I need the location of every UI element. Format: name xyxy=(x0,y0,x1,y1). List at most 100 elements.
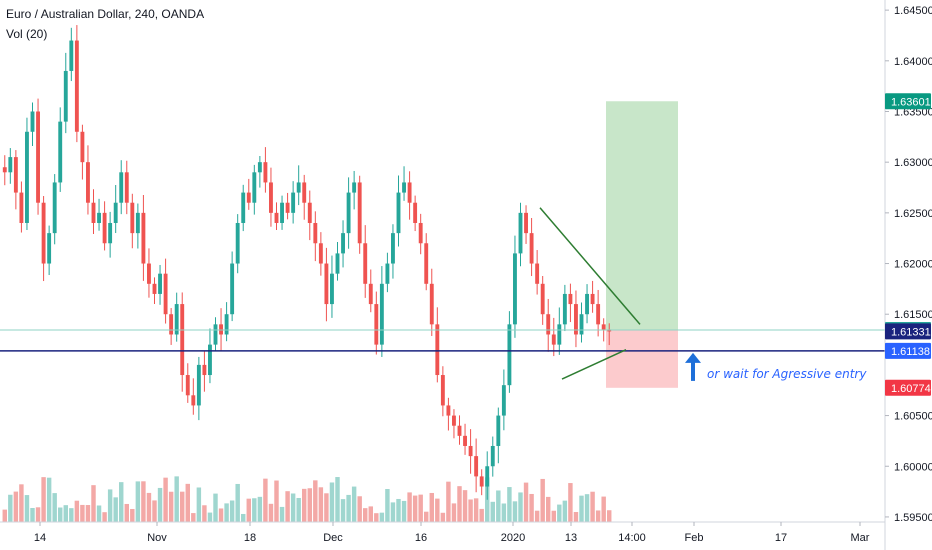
candle-body xyxy=(19,192,24,223)
candle-body xyxy=(479,476,484,487)
candle-body xyxy=(52,182,57,234)
candle-body xyxy=(58,121,63,183)
time-tick-label: Mar xyxy=(851,532,870,544)
volume-bar xyxy=(340,499,346,522)
candle-body xyxy=(418,222,423,244)
volume-bar xyxy=(390,502,396,522)
candle-body xyxy=(385,263,390,284)
candle-body xyxy=(579,314,584,335)
time-tick-label: 17 xyxy=(775,532,787,544)
candle-body xyxy=(235,222,240,264)
volume-bar xyxy=(274,480,279,522)
volume-bar xyxy=(168,491,174,522)
volume-bar xyxy=(568,483,573,522)
candle-body xyxy=(501,385,506,416)
time-tick-label: 18 xyxy=(244,532,256,544)
candle-body xyxy=(169,314,174,335)
candle-body xyxy=(357,182,362,244)
candle-body xyxy=(379,283,384,345)
chart-legend: Euro / Australian Dollar, 240, OANDA Vol… xyxy=(6,4,204,44)
candle-body xyxy=(202,364,207,376)
volume-label[interactable]: Vol (20) xyxy=(6,27,48,41)
candle-body xyxy=(130,202,135,234)
candle-body xyxy=(80,131,85,163)
candle-body xyxy=(452,415,456,426)
candle-body xyxy=(280,202,284,223)
volume-bar xyxy=(218,508,224,522)
price-tick-label: 1.64500 xyxy=(894,5,932,17)
candle-body xyxy=(302,182,307,203)
volume-bar xyxy=(601,496,606,522)
volume-bar xyxy=(573,512,579,522)
volume-bar xyxy=(191,513,196,522)
candle-body xyxy=(141,212,146,264)
volume-bar xyxy=(290,493,296,522)
candle-body xyxy=(574,304,578,335)
volume-bar xyxy=(429,492,434,522)
volume-bar xyxy=(551,510,556,522)
price-tag-label: 1.60774 xyxy=(891,383,931,395)
volume-bar xyxy=(562,500,568,522)
candle-body xyxy=(307,202,312,223)
volume-bar xyxy=(135,481,141,522)
volume-bar xyxy=(180,491,185,522)
volume-bar xyxy=(374,513,379,522)
price-tick-label: 1.63000 xyxy=(894,157,932,169)
candle-body xyxy=(113,202,118,223)
candle-body xyxy=(535,263,540,284)
candle-body xyxy=(435,324,440,376)
candle-body xyxy=(601,324,606,330)
volume-bar xyxy=(102,512,107,522)
volume-bar xyxy=(496,490,501,522)
volume-bar xyxy=(401,500,407,522)
volume-bar xyxy=(313,480,318,522)
candle-body xyxy=(191,395,196,406)
candle-body xyxy=(158,273,162,294)
volume-bar xyxy=(58,507,63,522)
volume-bar xyxy=(479,508,484,522)
volume-bar xyxy=(35,507,41,522)
candle-body xyxy=(246,192,251,203)
volume-bar xyxy=(107,489,113,522)
volume-bar xyxy=(457,486,462,522)
candle-body xyxy=(63,70,68,122)
candle-body xyxy=(518,212,523,254)
candle-body xyxy=(36,111,40,203)
candle-body xyxy=(163,273,168,315)
volume-bar xyxy=(91,485,96,522)
volume-bar xyxy=(74,500,80,522)
price-tag-target: 1.63601 xyxy=(885,93,931,110)
drawings: or wait for Agressive entry xyxy=(0,207,885,381)
candle-body xyxy=(368,283,373,305)
candle-body xyxy=(213,324,218,345)
volume-bar xyxy=(379,512,385,522)
candle-body xyxy=(230,263,235,315)
time-tick-label: 14:00 xyxy=(618,532,646,544)
volume-bar xyxy=(507,487,512,522)
price-tick-label: 1.62000 xyxy=(894,259,932,271)
price-tick-label: 1.63500 xyxy=(894,106,932,118)
candle-body xyxy=(407,182,412,203)
volume-bar xyxy=(285,491,290,522)
candle-body xyxy=(97,212,101,223)
upper-trendline xyxy=(539,207,641,325)
price-tag-bg xyxy=(885,93,931,110)
candle-body xyxy=(69,40,74,71)
volume-bar xyxy=(263,478,268,522)
symbol-title[interactable]: Euro / Australian Dollar, 240, OANDA xyxy=(6,7,205,21)
volume-bar xyxy=(152,500,157,522)
candle-body xyxy=(2,167,7,173)
volume-bar xyxy=(607,510,612,522)
volume-bar xyxy=(546,496,551,522)
volume-bar xyxy=(424,511,429,522)
volume-bar xyxy=(41,477,46,522)
candle-body xyxy=(263,162,268,183)
volume-bar xyxy=(2,509,7,522)
volume-bar xyxy=(224,503,229,522)
volume-bar xyxy=(296,497,301,522)
volume-bar xyxy=(213,493,218,522)
volume-bar xyxy=(146,492,152,522)
volume-bar xyxy=(119,482,124,522)
volume-bar xyxy=(418,494,423,522)
